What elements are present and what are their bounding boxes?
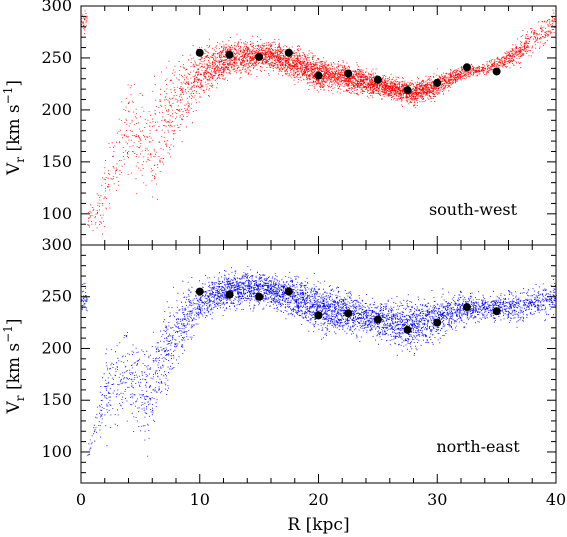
x-tick-label: 10 <box>190 490 210 509</box>
data-point <box>195 48 204 57</box>
data-point <box>225 50 234 59</box>
y-tick-label: 150 <box>41 390 72 409</box>
data-point <box>373 75 382 84</box>
data-point <box>462 63 471 72</box>
data-point <box>433 78 442 87</box>
data-point <box>492 67 501 76</box>
y-tick-label: 200 <box>41 338 72 357</box>
y-tick-label: 300 <box>41 235 72 254</box>
x-axis-label: R [kpc] <box>287 515 349 535</box>
panel-label: south-west <box>429 200 518 219</box>
data-point <box>225 290 234 299</box>
x-tick-label: 30 <box>427 490 447 509</box>
y-tick-label: 200 <box>41 100 72 119</box>
particle-dots <box>81 266 557 457</box>
data-point <box>284 48 293 57</box>
x-tick-label: 20 <box>308 490 328 509</box>
data-point <box>284 287 293 296</box>
data-point <box>403 86 412 95</box>
data-point <box>195 287 204 296</box>
y-axis-label: Vr [km s−1] <box>1 319 27 415</box>
y-tick-label: 250 <box>41 287 72 306</box>
data-point <box>314 311 323 320</box>
y-tick-label: 300 <box>41 0 72 15</box>
data-point <box>344 309 353 318</box>
panel-south-west: 100 150 200 250 300 Vr [km s−1] south-west <box>1 0 557 246</box>
data-point <box>314 71 323 80</box>
y-axis-label: Vr [km s−1] <box>1 80 27 176</box>
x-tick-label: 40 <box>546 490 566 509</box>
panel-label: north-east <box>436 437 520 456</box>
data-point <box>255 292 264 301</box>
data-point <box>255 52 264 61</box>
x-tick-label: 0 <box>76 490 86 509</box>
y-tick-label: 150 <box>41 152 72 171</box>
data-point <box>462 303 471 312</box>
particle-cloud-bottom <box>81 266 557 457</box>
y-tick-label: 250 <box>41 48 72 67</box>
data-point <box>403 325 412 334</box>
data-point <box>344 69 353 78</box>
y-tick-label: 100 <box>41 204 72 223</box>
panel-north-east: 100 150 200 250 300 0 10 20 30 40 Vr [km s−1] R [kp… <box>1 235 566 535</box>
data-point <box>492 307 501 316</box>
data-point <box>433 318 442 327</box>
data-point <box>373 315 382 324</box>
y-tick-label: 100 <box>41 442 72 461</box>
